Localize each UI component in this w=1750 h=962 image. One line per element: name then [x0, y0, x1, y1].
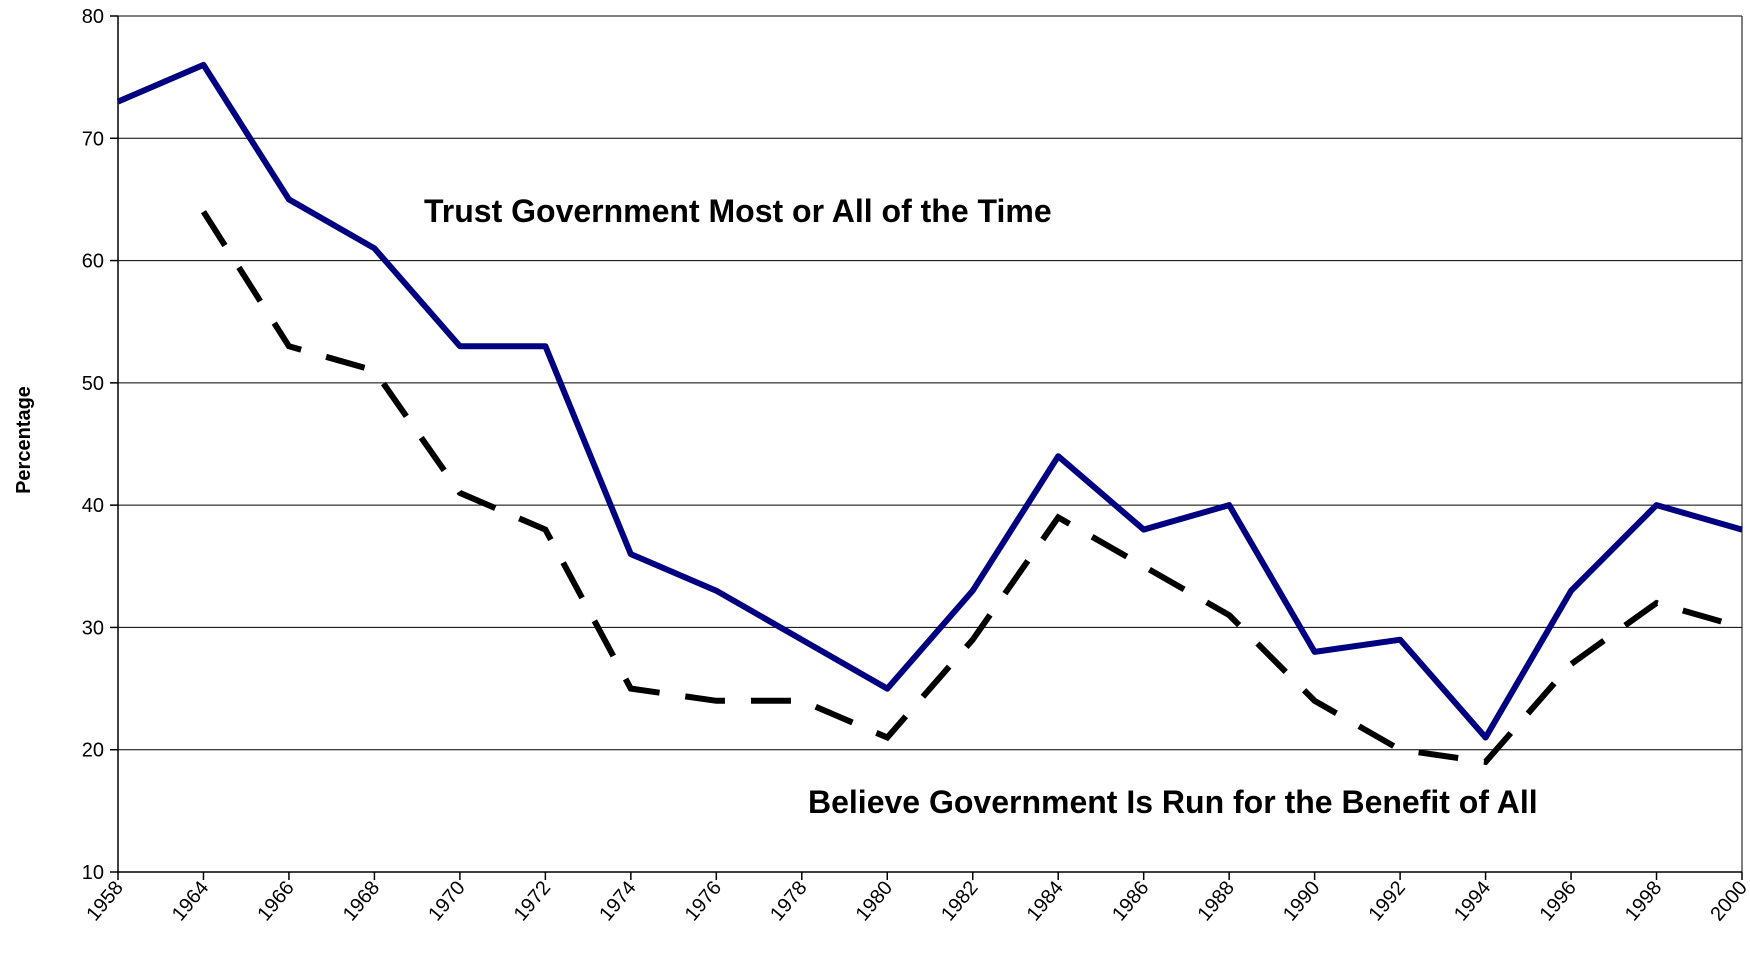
annotation-benefit-of-all: Believe Government Is Run for the Benefi… [808, 784, 1538, 820]
x-tick-label-1976: 1976 [681, 877, 726, 925]
x-tick-label-1966: 1966 [253, 877, 298, 925]
x-tick-label-1980: 1980 [852, 877, 897, 925]
x-tick-label-1968: 1968 [339, 877, 384, 925]
annotation-trust-government: Trust Government Most or All of the Time [424, 193, 1052, 229]
x-tick-label-1964: 1964 [168, 877, 213, 925]
x-tick-label-1984: 1984 [1023, 877, 1068, 925]
x-tick-label-2000: 2000 [1706, 877, 1750, 925]
x-tick-label-1986: 1986 [1108, 877, 1153, 925]
x-tick-label-1974: 1974 [595, 877, 640, 925]
x-tick-label-1992: 1992 [1364, 877, 1409, 925]
y-tick-label-20: 20 [82, 740, 104, 762]
x-tick-label-1998: 1998 [1621, 877, 1666, 925]
y-tick-label-70: 70 [82, 128, 104, 150]
series-line-0 [116, 61, 1743, 741]
x-tick-label-1978: 1978 [766, 877, 811, 925]
y-tick-label-30: 30 [82, 617, 104, 639]
y-tick-labels: 10 20 30 40 50 60 70 80 [82, 6, 104, 884]
x-tick-label-1972: 1972 [510, 877, 555, 925]
y-axis-label: Percentage [13, 386, 35, 494]
x-tick-label-1994: 1994 [1450, 877, 1495, 925]
x-tick-label-1996: 1996 [1535, 877, 1580, 925]
x-tick-labels: 1958 1964 1966 1968 1970 1972 1974 1976 1978 1980… [82, 877, 1750, 925]
y-tick-label-60: 60 [82, 251, 104, 273]
x-tick-label-1958: 1958 [82, 877, 127, 925]
series-lines [116, 61, 1743, 766]
series-line-1 [200, 210, 1743, 766]
x-tick-label-1988: 1988 [1194, 877, 1239, 925]
y-tick-label-80: 80 [82, 6, 104, 28]
axes [110, 15, 1743, 880]
y-tick-label-10: 10 [82, 862, 104, 884]
x-tick-label-1982: 1982 [937, 877, 982, 925]
x-tick-label-1990: 1990 [1279, 877, 1324, 925]
x-tick-label-1970: 1970 [424, 877, 469, 925]
y-tick-label-40: 40 [82, 495, 104, 517]
y-tick-label-50: 50 [82, 373, 104, 395]
